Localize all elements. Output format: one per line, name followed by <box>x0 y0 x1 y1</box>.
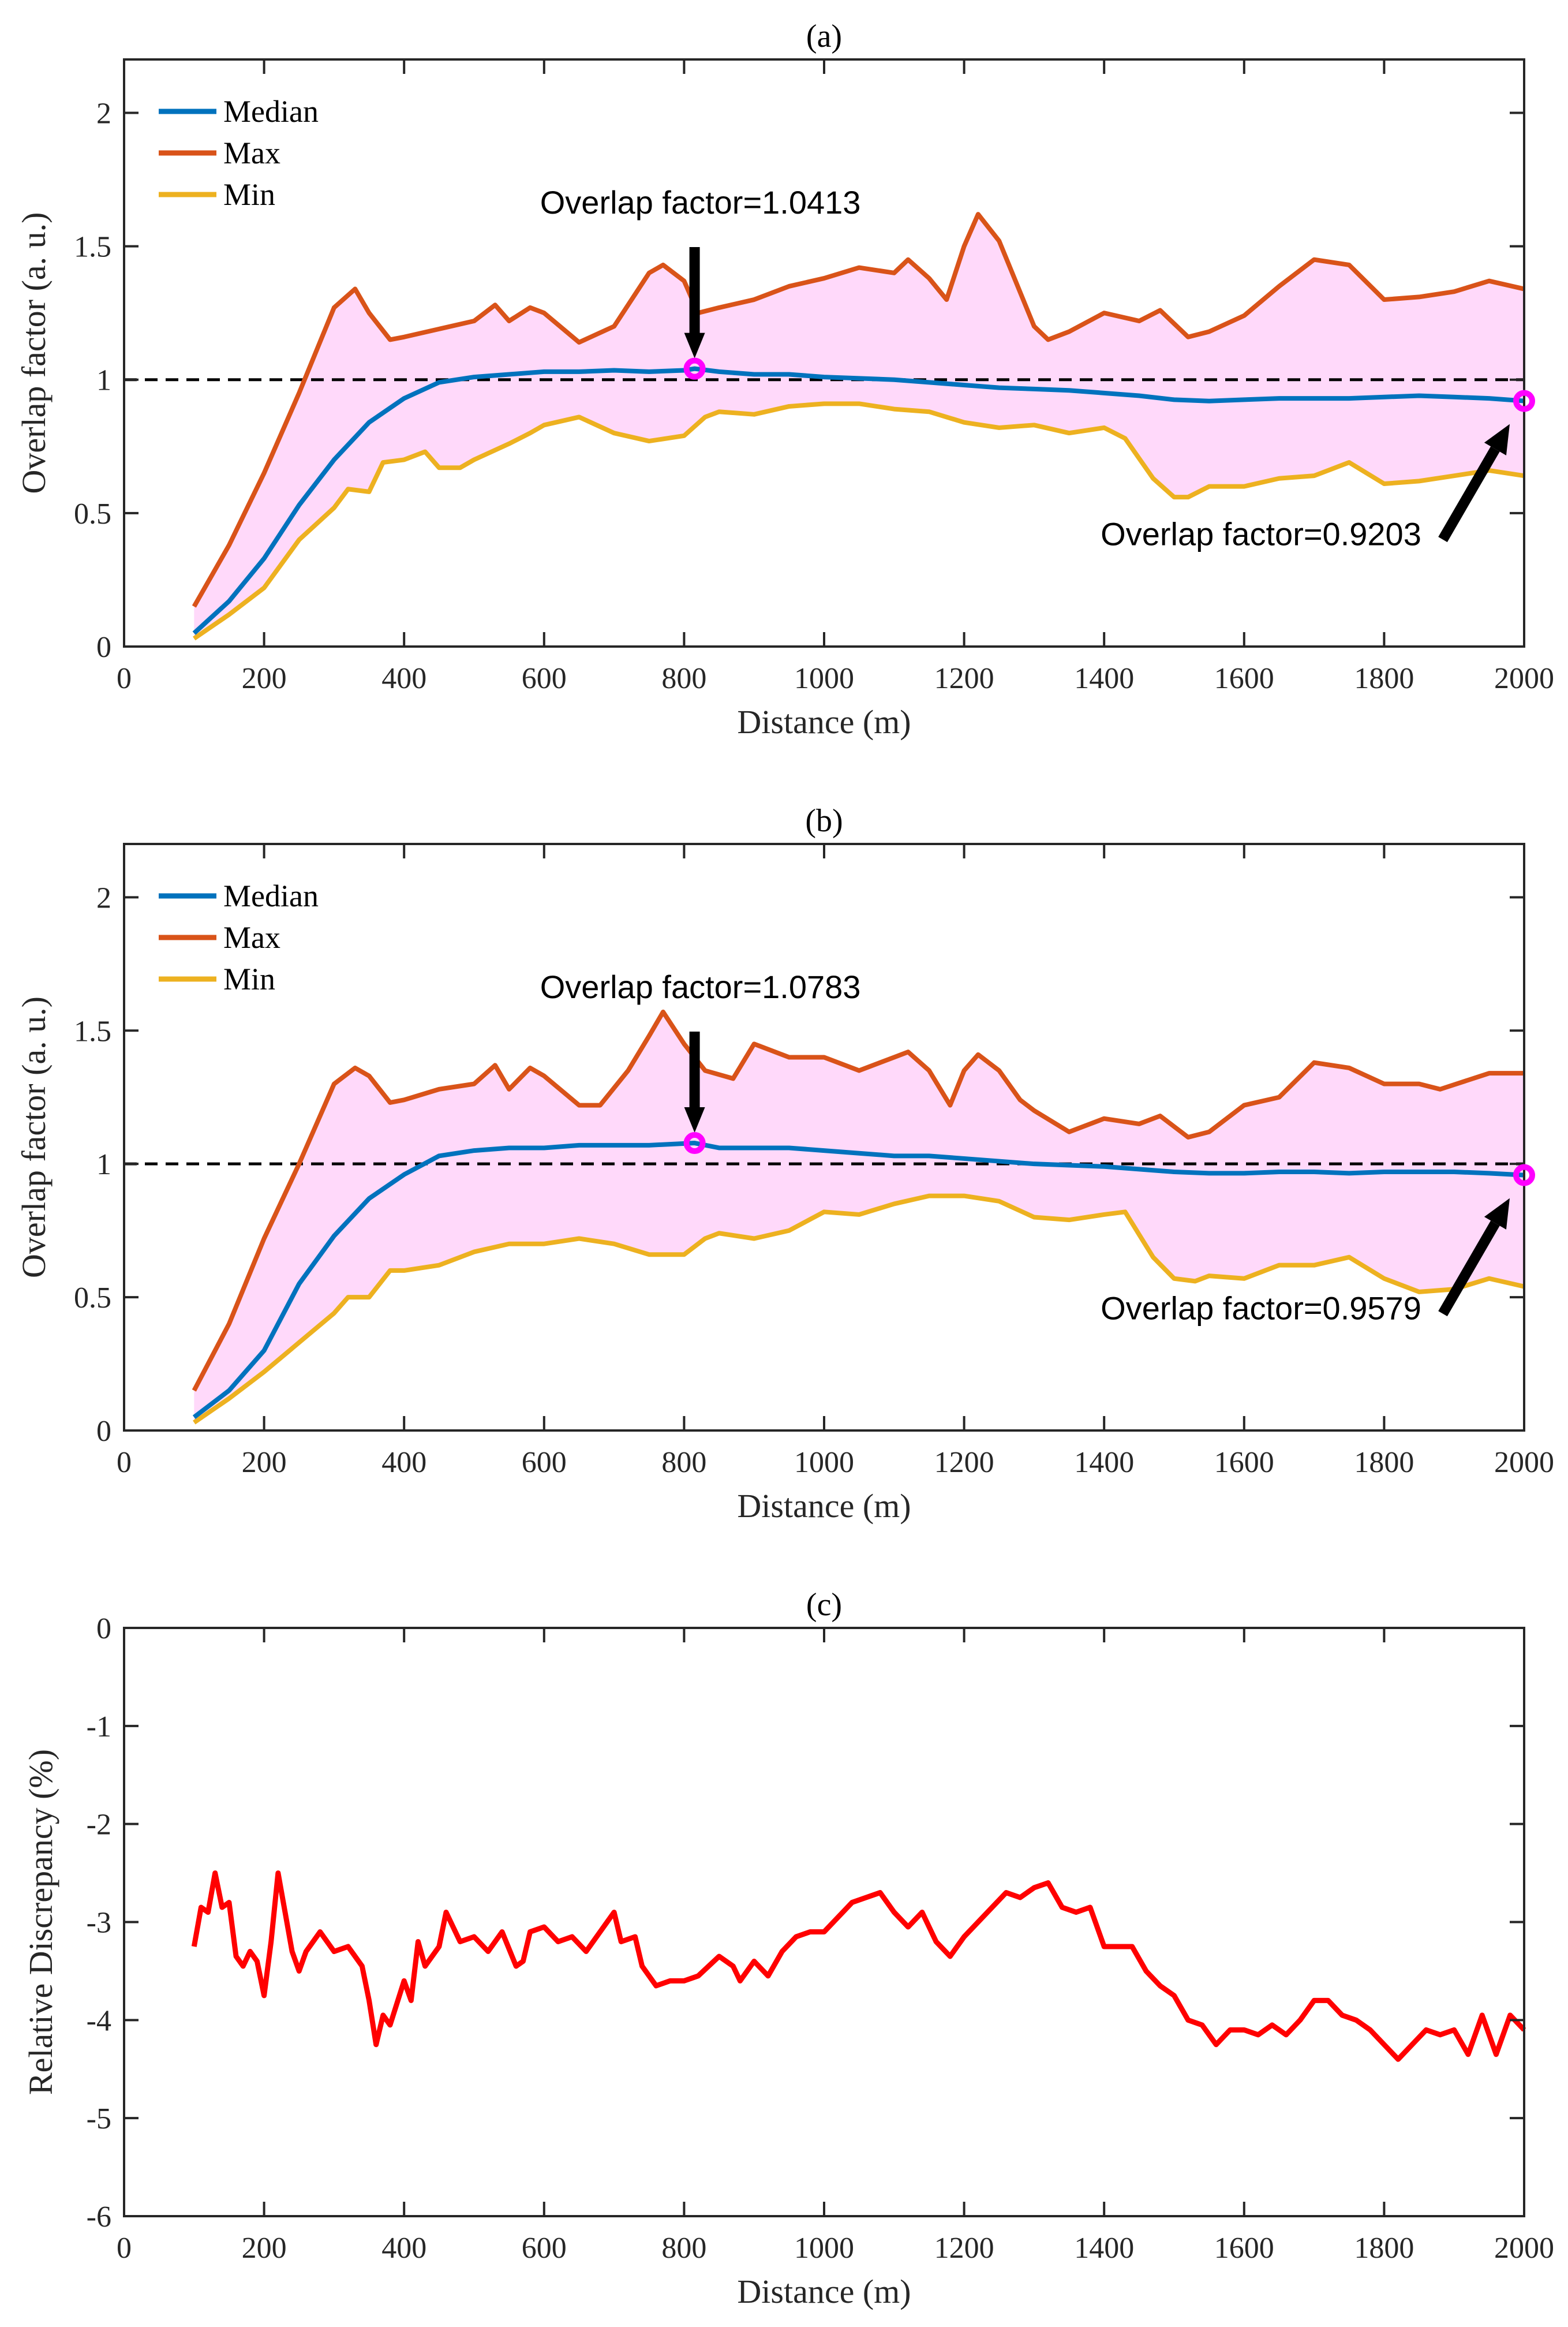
annotation-arrowhead <box>684 333 705 358</box>
y-axis-label: Relative Discrepancy (%) <box>22 1749 59 2095</box>
y-tick-label: 1.5 <box>74 1015 111 1048</box>
panel-b: (b) 0 200 400 600 800 1000 1200 1400 1600 1800 2000… <box>15 803 1554 1525</box>
y-tick-label: 0 <box>96 1415 111 1448</box>
annotation-label: Overlap factor=1.0413 <box>540 184 861 221</box>
x-tick-label: 800 <box>661 1446 706 1479</box>
annotation-arrow-shaft <box>1438 1220 1500 1317</box>
panel-title: (c) <box>806 1587 842 1623</box>
annotation-label: Overlap factor=0.9579 <box>1101 1290 1421 1327</box>
plot-frame <box>123 1627 1525 2217</box>
legend-label-min: Min <box>223 177 275 212</box>
series-line-median <box>192 1141 1525 1420</box>
panel-title: (a) <box>806 18 842 54</box>
x-tick-label: 2000 <box>1494 2232 1554 2265</box>
x-tick-label: 1000 <box>794 662 854 695</box>
legend-label-min: Min <box>223 962 275 996</box>
max-min-band <box>194 214 1524 639</box>
x-tick-label: 200 <box>242 2232 287 2265</box>
x-tick-label: 0 <box>117 2232 132 2265</box>
series-line-relative-discrepancy <box>191 1870 1526 2062</box>
legend-label-max: Max <box>223 920 280 955</box>
series-line-min <box>193 401 1525 641</box>
x-tick-label: 2000 <box>1494 1446 1554 1479</box>
x-tick-label: 200 <box>242 1446 287 1479</box>
x-axis-label: Distance (m) <box>737 1487 911 1525</box>
series-line-max <box>192 1009 1524 1392</box>
x-tick-label: 1800 <box>1354 2232 1414 2265</box>
x-tick-label: 200 <box>242 662 287 695</box>
x-tick-label: 800 <box>661 662 706 695</box>
x-tick-label: 600 <box>522 1446 567 1479</box>
y-tick-label: 0 <box>96 1612 111 1645</box>
x-tick-label: 400 <box>381 2232 426 2265</box>
legend-label-median: Median <box>223 879 319 913</box>
x-tick-label: 800 <box>661 2232 706 2265</box>
legend-label-median: Median <box>223 94 319 129</box>
x-tick-label: 0 <box>117 662 132 695</box>
x-tick-label: 400 <box>381 662 426 695</box>
y-axis-label: Overlap factor (a. u.) <box>15 212 53 494</box>
annotation-arrowhead <box>1484 424 1510 455</box>
annotation-label: Overlap factor=0.9203 <box>1101 516 1421 552</box>
x-axis-label: Distance (m) <box>737 2273 911 2310</box>
x-tick-label: 2000 <box>1494 662 1554 695</box>
y-tick-label: -2 <box>87 1809 111 1842</box>
highlight-marker <box>1513 390 1535 412</box>
panel-title: (b) <box>805 803 843 839</box>
y-tick-label: -5 <box>87 2102 111 2135</box>
y-tick-label: -4 <box>87 2004 111 2037</box>
x-tick-label: 1800 <box>1354 662 1414 695</box>
panel-a: (a) 0 200 400 600 800 1000 1200 1400 1600 1800 2000… <box>15 18 1554 741</box>
y-tick-label: 2 <box>96 882 111 914</box>
max-min-band <box>194 1011 1524 1423</box>
annotation-arrow-shaft <box>1438 446 1500 543</box>
x-tick-label: 1800 <box>1354 1446 1414 1479</box>
series-line-max <box>192 212 1525 608</box>
y-tick-label: 0.5 <box>74 1282 111 1314</box>
x-tick-label: 1200 <box>934 2232 994 2265</box>
y-tick-label: 0 <box>96 631 111 664</box>
x-tick-label: 1000 <box>794 1446 854 1479</box>
x-tick-label: 1000 <box>794 2232 854 2265</box>
annotation-label: Overlap factor=1.0783 <box>540 969 861 1005</box>
highlight-marker <box>683 357 706 380</box>
y-tick-label: 0.5 <box>74 498 111 531</box>
panel-c: (c) 0 200 400 600 800 1000 1200 1400 1600 1800 2000… <box>22 1587 1554 2310</box>
legend-label-max: Max <box>223 136 280 170</box>
y-tick-label: -1 <box>87 1710 111 1743</box>
x-tick-label: 400 <box>381 1446 426 1479</box>
y-axis-label: Overlap factor (a. u.) <box>15 996 53 1278</box>
x-tick-label: 1400 <box>1074 2232 1134 2265</box>
y-tick-label: -3 <box>87 1907 111 1940</box>
annotation-arrowhead <box>684 1107 705 1133</box>
y-tick-label: 1 <box>96 1148 111 1181</box>
annotation-arrowhead <box>1484 1198 1510 1230</box>
x-tick-label: 1400 <box>1074 1446 1134 1479</box>
y-tick-label: 2 <box>96 97 111 130</box>
series-line-min <box>193 1193 1525 1425</box>
series-line-median <box>192 366 1525 635</box>
x-tick-label: 0 <box>117 1446 132 1479</box>
x-tick-label: 1200 <box>934 662 994 695</box>
x-tick-label: 600 <box>522 662 567 695</box>
highlight-marker <box>1513 1164 1535 1186</box>
x-tick-label: 600 <box>522 2232 567 2265</box>
highlight-marker <box>683 1132 706 1155</box>
x-axis-label: Distance (m) <box>737 703 911 741</box>
x-tick-label: 1600 <box>1214 662 1274 695</box>
x-tick-label: 1600 <box>1214 1446 1274 1479</box>
x-tick-label: 1600 <box>1214 2232 1274 2265</box>
y-tick-label: 1.5 <box>74 231 111 264</box>
x-tick-label: 1200 <box>934 1446 994 1479</box>
y-tick-label: -6 <box>87 2201 111 2233</box>
y-tick-label: 1 <box>96 364 111 397</box>
x-tick-label: 1400 <box>1074 662 1134 695</box>
